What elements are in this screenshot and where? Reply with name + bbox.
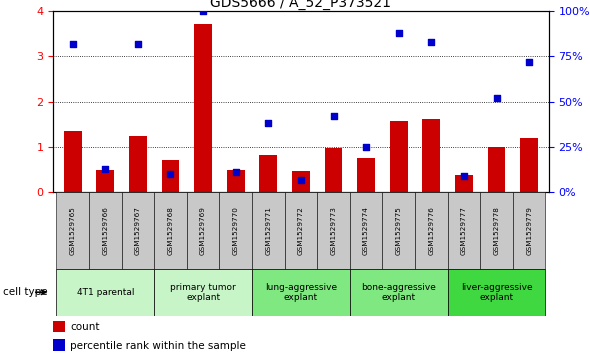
Bar [487,147,506,192]
Title: GDS5666 / A_52_P373521: GDS5666 / A_52_P373521 [211,0,391,10]
Bar [252,269,350,316]
Bar [422,119,440,192]
Bar [520,138,538,192]
Bar [317,192,350,269]
Bar [357,158,375,192]
Bar [64,131,81,192]
Bar [448,192,480,269]
Bar [53,321,65,333]
Bar [350,192,382,269]
Text: bone-aggressive
explant: bone-aggressive explant [361,282,436,302]
Bar [57,192,89,269]
Text: GSM1529767: GSM1529767 [135,206,141,255]
Text: GSM1529774: GSM1529774 [363,206,369,255]
Text: GSM1529770: GSM1529770 [232,206,239,255]
Point [68,41,77,46]
Bar [260,155,277,192]
Bar [448,269,545,316]
Bar [513,192,545,269]
Bar [122,192,154,269]
Bar [96,170,114,192]
Text: GSM1529775: GSM1529775 [396,206,402,255]
Text: GSM1529765: GSM1529765 [70,206,76,255]
Text: GSM1529776: GSM1529776 [428,206,434,255]
Bar [350,269,448,316]
Text: GSM1529777: GSM1529777 [461,206,467,255]
Text: GSM1529766: GSM1529766 [102,206,109,255]
Text: primary tumor
explant: primary tumor explant [170,282,236,302]
Bar [252,192,284,269]
Text: cell type: cell type [3,287,48,297]
Text: GSM1529772: GSM1529772 [298,206,304,255]
Text: GSM1529773: GSM1529773 [330,206,336,255]
Bar [219,192,252,269]
Text: GSM1529771: GSM1529771 [266,206,271,255]
Point [231,170,240,175]
Point [459,173,468,179]
Text: GSM1529768: GSM1529768 [168,206,173,255]
Point [100,166,110,172]
Text: lung-aggressive
explant: lung-aggressive explant [265,282,337,302]
Bar [415,192,448,269]
Bar [187,192,219,269]
Bar [89,192,122,269]
Text: liver-aggressive
explant: liver-aggressive explant [461,282,532,302]
Text: GSM1529779: GSM1529779 [526,206,532,255]
Bar [154,269,252,316]
Point [492,95,502,101]
Point [296,177,306,183]
Point [362,144,371,150]
Bar [455,175,473,192]
Bar [194,24,212,192]
Bar [292,171,310,192]
Point [133,41,143,46]
Text: 4T1 parental: 4T1 parental [77,288,134,297]
Point [394,30,404,36]
Point [329,113,338,119]
Bar [154,192,187,269]
Bar [390,121,408,192]
Text: count: count [70,322,100,332]
Bar [162,160,179,192]
Bar [129,136,147,192]
Point [427,39,436,45]
Bar [382,192,415,269]
Text: GSM1529778: GSM1529778 [493,206,500,255]
Bar [284,192,317,269]
Bar [53,339,65,351]
Text: GSM1529769: GSM1529769 [200,206,206,255]
Point [264,121,273,126]
Bar [57,269,154,316]
Bar [324,148,342,192]
Bar [227,170,245,192]
Point [166,171,175,177]
Bar [480,192,513,269]
Text: percentile rank within the sample: percentile rank within the sample [70,340,246,351]
Point [198,8,208,14]
Point [525,59,534,65]
